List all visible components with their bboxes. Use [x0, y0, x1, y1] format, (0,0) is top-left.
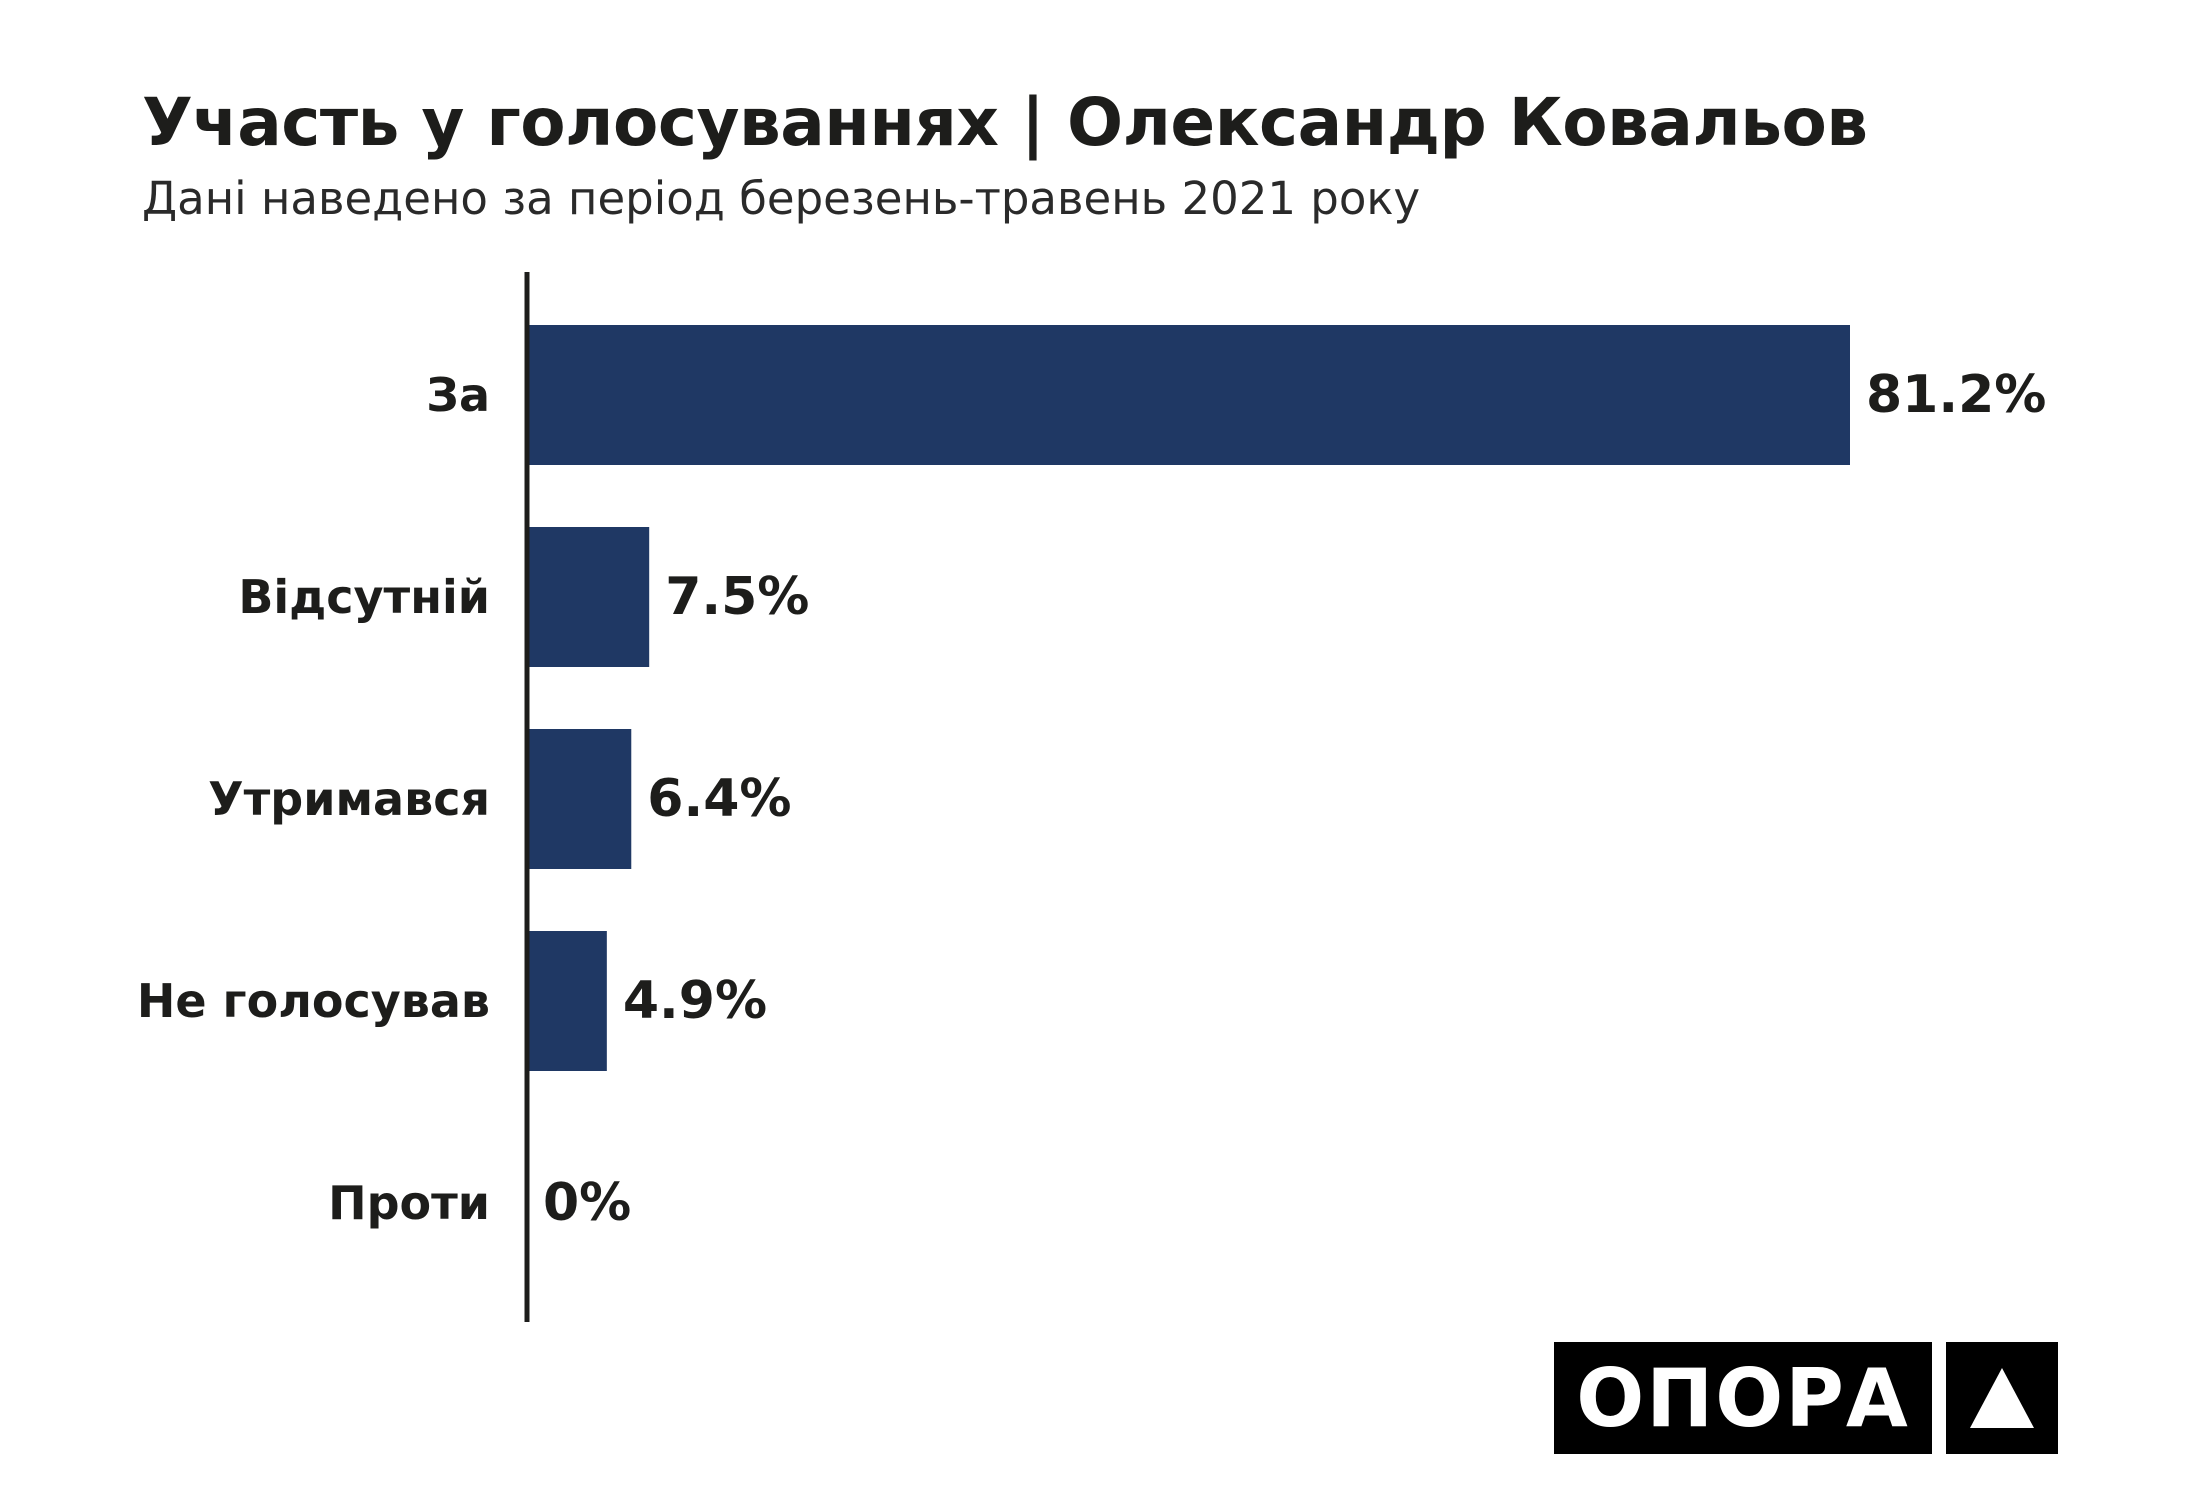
opora-logo-text: ОПОРА — [1554, 1342, 1932, 1454]
triangle-icon — [1970, 1368, 2034, 1428]
bar — [527, 325, 1850, 465]
category-label: Відсутній — [238, 570, 490, 624]
value-label: 6.4% — [647, 769, 791, 829]
chart-subtitle: Дані наведено за період березень-травень… — [142, 172, 1421, 225]
chart-title: Участь у голосуваннях | Олександр Коваль… — [142, 84, 1868, 161]
category-label: Утримався — [208, 772, 490, 826]
category-label: Проти — [328, 1176, 490, 1230]
category-label: Не голосував — [137, 974, 490, 1028]
bar — [527, 527, 650, 667]
category-label: За — [426, 368, 490, 422]
bar — [527, 931, 607, 1071]
opora-logo-mark — [1946, 1342, 2058, 1454]
value-label: 4.9% — [623, 971, 767, 1031]
bar — [527, 729, 632, 869]
value-label: 0% — [543, 1173, 631, 1233]
value-label: 81.2% — [1866, 365, 2046, 425]
value-label: 7.5% — [665, 567, 809, 627]
bars-group: За 81.2% Відсутній 7.5% Утримався 6.4% Не голо… — [137, 325, 2046, 1233]
